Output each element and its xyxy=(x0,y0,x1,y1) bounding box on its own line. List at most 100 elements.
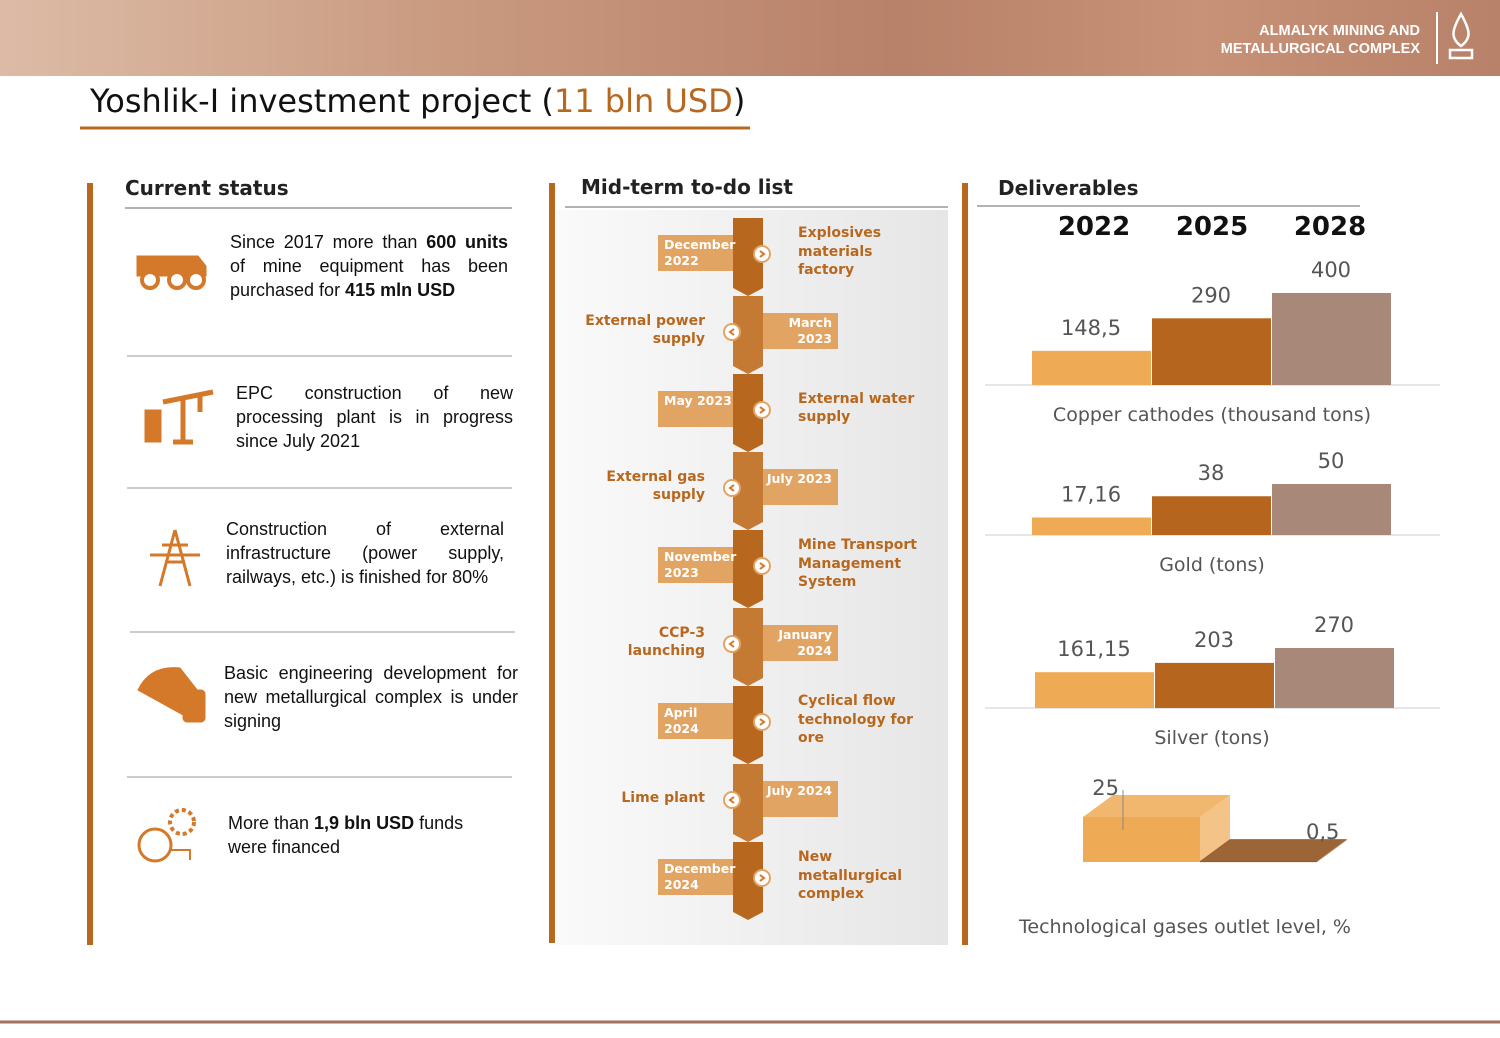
date-box xyxy=(763,313,838,349)
todo-date: January 2024 xyxy=(778,627,832,658)
text-run: Basic engineering development for new me… xyxy=(224,663,518,731)
timeline xyxy=(658,218,838,920)
todo-date: March 2023 xyxy=(788,315,832,346)
date-box xyxy=(658,859,733,895)
section-heading: Mid-term to-do list xyxy=(581,175,793,199)
date-box xyxy=(763,781,838,817)
bar-3d xyxy=(1200,839,1347,863)
company-name: ALMALYK MINING AND METALLURGICAL COMPLEX xyxy=(1221,22,1420,58)
value-label: 203 xyxy=(1194,628,1234,652)
date-box xyxy=(658,547,733,583)
value-label: 25 xyxy=(1092,776,1119,800)
value-label: 50 xyxy=(1318,449,1345,473)
spine-segment xyxy=(733,530,763,608)
chart-title: Copper cathodes (thousand tons) xyxy=(1053,404,1371,426)
bullet-chevron xyxy=(759,250,766,258)
spine-segment xyxy=(733,218,763,296)
column-bar xyxy=(549,183,555,943)
text-run: Since 2017 more than xyxy=(230,232,427,252)
todo-task: External water supply xyxy=(798,390,915,426)
status-text: Basic engineering development for new me… xyxy=(224,661,518,733)
bar-front xyxy=(1200,861,1317,863)
chart-title: Silver (tons) xyxy=(1154,727,1269,749)
todo-task: Explosives materials factory xyxy=(798,225,882,278)
value-label: 17,16 xyxy=(1061,482,1121,506)
title-part: Yoshlik-I investment project ( xyxy=(90,82,554,120)
column-bar xyxy=(962,183,968,945)
todo-date: November 2023 xyxy=(664,549,737,580)
status-text: Construction of external infrastructure … xyxy=(226,517,504,589)
bullet-chevron xyxy=(728,796,735,804)
bullet-chevron xyxy=(759,718,766,726)
value-label: 270 xyxy=(1314,613,1354,637)
todo-date: December 2022 xyxy=(664,237,736,268)
company-line: METALLURGICAL COMPLEX xyxy=(1220,41,1420,57)
bar xyxy=(1032,517,1151,535)
bar-top xyxy=(1083,795,1230,817)
bullet-chevron xyxy=(759,406,766,414)
text-run: EPC construction of new processing plant… xyxy=(236,383,513,451)
chart-title: Technological gases outlet level, % xyxy=(1018,916,1351,938)
bar xyxy=(1152,496,1271,535)
todo-task: Mine Transport Management System xyxy=(798,537,917,590)
text-run: of mine equipment has been purchased for xyxy=(230,256,508,300)
bullet-chevron xyxy=(728,640,735,648)
bar xyxy=(1032,350,1151,385)
spine-segment xyxy=(733,374,763,452)
bar xyxy=(1155,662,1274,708)
value-label: 148,5 xyxy=(1061,316,1121,340)
title-highlight: 11 bln USD xyxy=(553,82,733,120)
section-heading: Current status xyxy=(125,176,289,200)
status-text: Since 2017 more than 600 units of mine e… xyxy=(230,230,508,302)
bar-3d xyxy=(1083,795,1230,862)
bullet-chevron xyxy=(759,562,766,570)
bullet-chevron xyxy=(728,484,735,492)
bullet xyxy=(753,401,771,419)
bullet xyxy=(753,713,771,731)
separators xyxy=(127,355,515,778)
value-label: 400 xyxy=(1311,258,1351,282)
bar-side xyxy=(1317,839,1347,862)
todo-task: External gas supply xyxy=(606,468,705,504)
bar xyxy=(1272,484,1391,535)
status-text: More than 1,9 bln USD funds were finance… xyxy=(228,811,468,859)
text-run: 1,9 bln USD xyxy=(314,813,415,833)
bullet xyxy=(753,557,771,575)
bar xyxy=(1035,672,1154,708)
bullet xyxy=(753,869,771,887)
todo-task: New metallurgical complex xyxy=(798,849,903,902)
text-run: Construction of external infrastructure … xyxy=(226,519,504,587)
text-run: funds were financed xyxy=(228,813,464,857)
date-box xyxy=(658,235,733,271)
spine-segment xyxy=(733,452,763,530)
spine-segment xyxy=(733,296,763,374)
spine-segment xyxy=(733,842,763,920)
bullet xyxy=(723,323,741,341)
year-label: 2028 xyxy=(1294,212,1366,242)
todo-task: Cyclical flow technology for ore xyxy=(798,693,914,746)
bar-top xyxy=(1200,839,1347,862)
date-box xyxy=(658,703,733,739)
section-heading: Deliverables xyxy=(998,176,1139,200)
todo-task: External power supply xyxy=(585,312,705,348)
spine-segment xyxy=(733,608,763,686)
bar xyxy=(1152,318,1271,385)
text-run: 415 mln USD xyxy=(345,280,456,300)
bullet xyxy=(753,245,771,263)
todo-task: Lime plant xyxy=(621,789,705,806)
company-line: ALMALYK MINING AND xyxy=(1259,23,1420,39)
value-label: 38 xyxy=(1198,461,1225,485)
todo-task: CCP-3 launching xyxy=(627,624,705,660)
todo-date: May 2023 xyxy=(664,393,732,408)
charts: 2022 2025 2028 148,5 290 400 Copper cathodes (… xyxy=(985,212,1440,938)
title: Yoshlik-I investment project (11 bln USD… xyxy=(90,82,745,120)
date-box xyxy=(763,625,838,661)
column-bar xyxy=(87,183,93,945)
todo-date: July 2024 xyxy=(766,783,832,798)
year-label: 2025 xyxy=(1176,212,1248,242)
bullet-chevron xyxy=(728,328,735,336)
date-box xyxy=(763,469,838,505)
chart-title: Gold (tons) xyxy=(1159,554,1265,576)
bar xyxy=(1272,293,1391,385)
